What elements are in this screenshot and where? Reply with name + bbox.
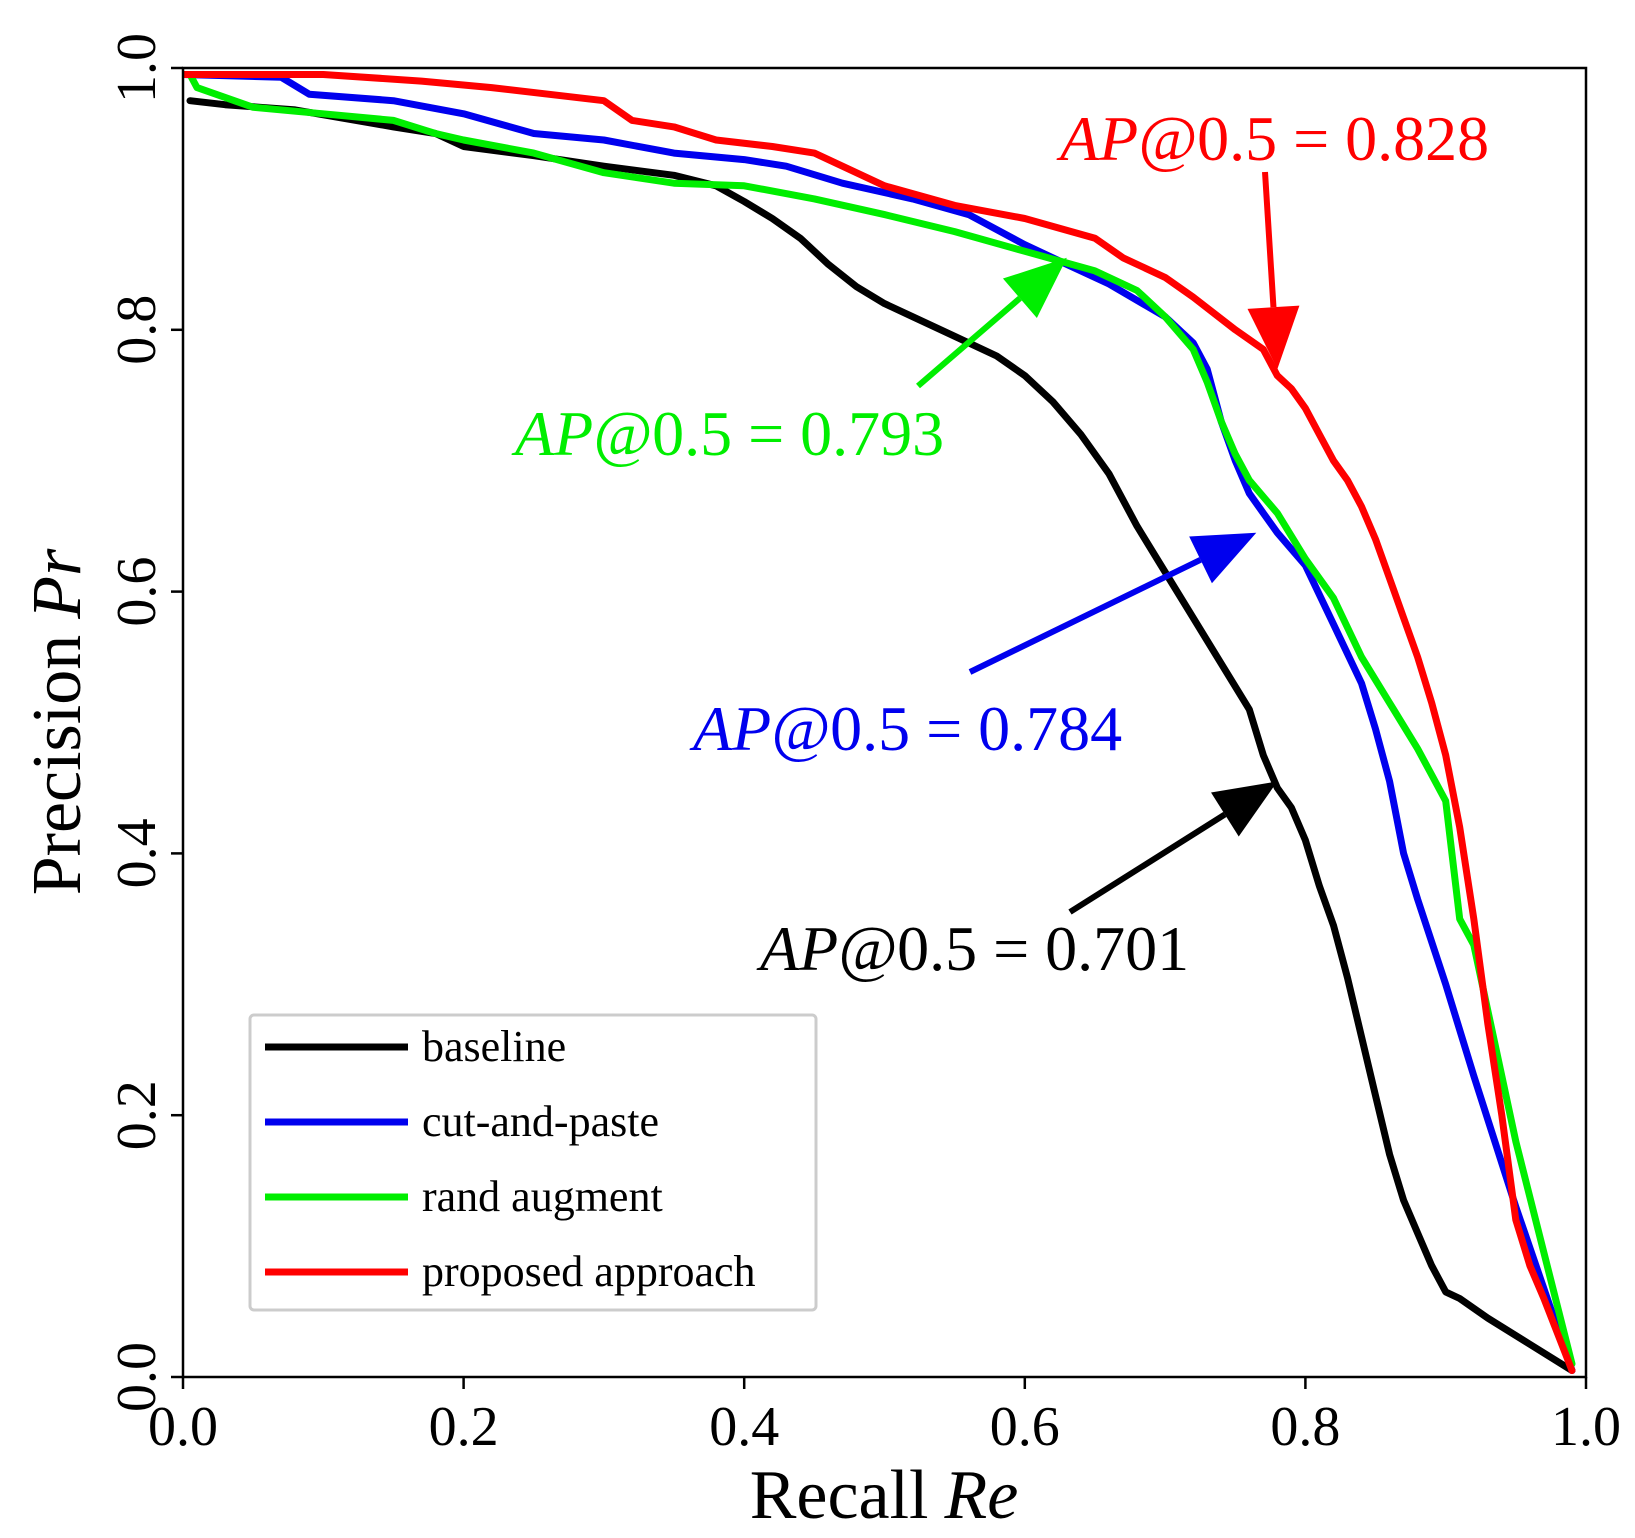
annotation-arrow-head: [1211, 781, 1278, 837]
annotation-prefix: AP@: [511, 398, 652, 469]
annotation-prefix: AP@: [689, 693, 830, 764]
y-tick-label: 1.0: [106, 33, 168, 103]
x-tick-label: 0.0: [148, 1396, 218, 1458]
y-axis-label: Precision Pr: [19, 548, 96, 895]
legend: baseline cut-and-paste rand augment propose…: [248, 1013, 818, 1312]
x-axis-label-text: Recall: [750, 1457, 929, 1534]
annotation-value: 0.5 = 0.701: [897, 913, 1189, 984]
legend-label: cut-and-paste: [422, 1097, 659, 1146]
annotation-arrow-head: [1189, 532, 1257, 584]
y-tick-label: 0.6: [106, 557, 168, 627]
y-tick-label: 0.8: [106, 295, 168, 365]
legend-box: [248, 1013, 818, 1312]
series-layer: [183, 71, 1576, 1374]
y-tick-label: 0.0: [106, 1342, 168, 1412]
annotation-label: AP@0.5 = 0.784: [689, 693, 1122, 764]
annotation-prefix: AP@: [1056, 103, 1197, 174]
series-line-baseline: [186, 97, 1576, 1374]
x-tick-label: 0.6: [990, 1396, 1060, 1458]
annotation-arrow-shaft: [916, 295, 1022, 389]
annotation-value: 0.5 = 0.793: [652, 398, 944, 469]
y-tick-label: 0.2: [106, 1080, 168, 1150]
x-tick-label: 0.2: [429, 1396, 499, 1458]
x-axis-symbol: Re: [943, 1457, 1018, 1534]
legend-label: baseline: [422, 1022, 566, 1071]
legend-entries: baseline cut-and-paste rand augment propose…: [265, 1022, 756, 1296]
x-tick-label: 1.0: [1551, 1396, 1621, 1458]
annotation-label: AP@0.5 = 0.793: [511, 398, 944, 469]
x-tick-label: 0.8: [1270, 1396, 1340, 1458]
annotation-prefix: AP@: [756, 913, 897, 984]
y-axis-label-text: Precision: [19, 635, 96, 896]
tick-layer: 0.0 0.2 0.4 0.6 0.8 1.0 0.0 0.2 0.4 0.6 0.8 1.0: [106, 33, 1621, 1458]
annotation-arrow-shaft: [1262, 171, 1277, 308]
x-axis-label: Recall Re: [750, 1457, 1019, 1534]
annotation-label: AP@0.5 = 0.828: [1056, 103, 1489, 174]
legend-label: proposed approach: [422, 1247, 756, 1296]
legend-label: rand augment: [422, 1172, 663, 1221]
annotation-value: 0.5 = 0.828: [1197, 103, 1489, 174]
annotation-value: 0.5 = 0.784: [830, 693, 1122, 764]
x-tick-label: 0.4: [709, 1396, 779, 1458]
annotation-arrow-head: [1002, 257, 1067, 318]
y-tick-label: 0.4: [106, 818, 168, 888]
series-line-cut-and-paste: [183, 71, 1576, 1374]
series-line-rand-augment: [186, 71, 1576, 1368]
annotation-arrow-shaft: [1068, 811, 1227, 915]
annotation-arrow-shaft: [968, 557, 1202, 675]
plot-frame: [181, 66, 1588, 1379]
series-line-proposed-approach: [183, 71, 1576, 1374]
annotation-arrow-head: [1247, 305, 1300, 370]
annotation-label: AP@0.5 = 0.701: [756, 913, 1189, 984]
y-axis-symbol: Pr: [19, 548, 96, 620]
